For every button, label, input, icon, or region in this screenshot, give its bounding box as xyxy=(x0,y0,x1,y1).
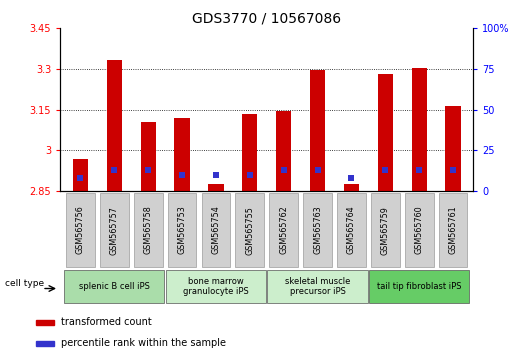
Text: GSM565758: GSM565758 xyxy=(144,206,153,255)
Bar xyxy=(141,122,156,191)
Bar xyxy=(175,118,190,191)
Text: GSM565761: GSM565761 xyxy=(449,206,458,255)
FancyBboxPatch shape xyxy=(134,193,163,268)
Bar xyxy=(73,159,88,191)
Text: GSM565762: GSM565762 xyxy=(279,206,288,255)
Text: bone marrow
granulocyte iPS: bone marrow granulocyte iPS xyxy=(183,277,249,296)
Bar xyxy=(242,114,257,191)
Text: GSM565757: GSM565757 xyxy=(110,206,119,255)
Text: GSM565763: GSM565763 xyxy=(313,206,322,255)
Bar xyxy=(310,70,325,191)
Text: splenic B cell iPS: splenic B cell iPS xyxy=(79,282,150,291)
Text: skeletal muscle
precursor iPS: skeletal muscle precursor iPS xyxy=(285,277,350,296)
Text: GSM565754: GSM565754 xyxy=(211,206,220,255)
FancyBboxPatch shape xyxy=(201,193,230,268)
FancyBboxPatch shape xyxy=(168,193,197,268)
Text: GSM565759: GSM565759 xyxy=(381,206,390,255)
FancyBboxPatch shape xyxy=(303,193,332,268)
FancyBboxPatch shape xyxy=(235,193,264,268)
Bar xyxy=(36,341,54,346)
Text: GSM565764: GSM565764 xyxy=(347,206,356,255)
FancyBboxPatch shape xyxy=(64,270,164,303)
Bar xyxy=(412,68,427,191)
Text: GSM565755: GSM565755 xyxy=(245,206,254,255)
Bar xyxy=(344,184,359,191)
FancyBboxPatch shape xyxy=(66,193,95,268)
FancyBboxPatch shape xyxy=(439,193,468,268)
Bar xyxy=(378,74,393,191)
Bar xyxy=(446,105,461,191)
FancyBboxPatch shape xyxy=(269,193,298,268)
FancyBboxPatch shape xyxy=(337,193,366,268)
FancyBboxPatch shape xyxy=(371,193,400,268)
FancyBboxPatch shape xyxy=(267,270,368,303)
Text: percentile rank within the sample: percentile rank within the sample xyxy=(62,338,226,348)
Title: GDS3770 / 10567086: GDS3770 / 10567086 xyxy=(192,12,342,26)
Text: tail tip fibroblast iPS: tail tip fibroblast iPS xyxy=(377,282,461,291)
FancyBboxPatch shape xyxy=(100,193,129,268)
Text: GSM565756: GSM565756 xyxy=(76,206,85,255)
Text: cell type: cell type xyxy=(5,279,44,288)
FancyBboxPatch shape xyxy=(405,193,434,268)
FancyBboxPatch shape xyxy=(166,270,266,303)
Bar xyxy=(36,320,54,325)
Bar xyxy=(107,59,122,191)
Bar xyxy=(276,111,291,191)
FancyBboxPatch shape xyxy=(369,270,469,303)
Text: GSM565753: GSM565753 xyxy=(178,206,187,255)
Text: GSM565760: GSM565760 xyxy=(415,206,424,255)
Bar xyxy=(208,184,223,191)
Text: transformed count: transformed count xyxy=(62,318,152,327)
